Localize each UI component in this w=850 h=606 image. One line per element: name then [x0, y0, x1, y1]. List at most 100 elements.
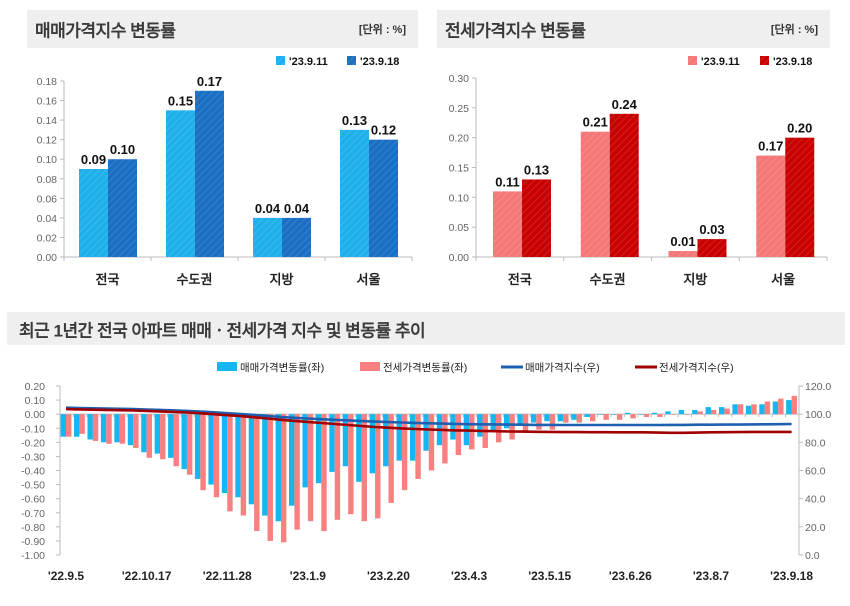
legend-swatch — [347, 56, 356, 65]
x-tick-label: '23.4.3 — [451, 569, 488, 583]
data-label: 0.24 — [612, 97, 638, 112]
category-label: 지방 — [270, 272, 294, 287]
data-label: 0.20 — [787, 121, 812, 136]
data-label: 0.17 — [758, 139, 783, 154]
jeonse-change-bar — [643, 414, 650, 417]
jeonse-change-bar — [106, 414, 112, 444]
bar-this-week — [609, 113, 639, 257]
legend-swatch — [217, 362, 237, 371]
bar-prev-week — [253, 217, 282, 257]
sale-change-bar — [74, 414, 80, 437]
x-tick-label: '22.9.5 — [48, 569, 85, 583]
bar-prev-week — [668, 251, 698, 257]
y-tick-label: 0.14 — [37, 115, 58, 127]
sale-change-bar — [544, 414, 550, 422]
jeonse-change-bar — [670, 414, 677, 415]
y-tick-label: 0.00 — [449, 252, 470, 264]
jeonse-change-bar — [536, 414, 542, 430]
legend-label: 매매가격지수(우) — [525, 361, 600, 374]
y-tick-label: 0.18 — [37, 76, 58, 88]
left-y-tick-label: 0.00 — [25, 409, 46, 421]
left-y-tick-label: -0.70 — [21, 508, 45, 520]
jeonse-change-bar — [66, 414, 72, 437]
jeonse-chart-title: 전세가격지수 변동률 — [445, 21, 586, 41]
sale-change-bar — [342, 414, 349, 467]
sale-change-bar — [651, 412, 658, 415]
bar-this-week — [108, 159, 137, 257]
category-label: 지방 — [683, 272, 707, 287]
legend-label: '23.9.11 — [289, 56, 328, 68]
x-tick-label: '22.10.17 — [122, 569, 172, 583]
bar-this-week — [785, 137, 815, 257]
sale-change-bar — [745, 405, 752, 415]
legend-swatch — [688, 56, 697, 65]
jeonse-chart-unit: [단위 : %] — [770, 24, 818, 36]
category-label: 전국 — [508, 272, 532, 287]
sale-change-bar — [194, 414, 201, 479]
y-tick-label: 0.02 — [37, 232, 58, 244]
jeonse-change-bar — [737, 404, 744, 415]
legend-swatch — [276, 56, 285, 65]
sale-change-bar — [262, 414, 268, 516]
right-y-tick-label: 60.0 — [805, 466, 826, 478]
data-label: 0.09 — [81, 152, 106, 167]
right-y-tick-label: 100.0 — [805, 409, 831, 421]
category-label: 수도권 — [177, 272, 213, 287]
sale-change-bar — [718, 407, 725, 415]
legend-label: 매매가격변동률(좌) — [240, 361, 324, 374]
category-label: 서울 — [771, 272, 795, 287]
legend-label: 전세가격변동률(좌) — [383, 361, 467, 374]
left-y-tick-label: -0.90 — [21, 536, 45, 548]
jeonse-change-bar — [724, 408, 730, 415]
sale-change-bar — [60, 414, 66, 437]
sale-change-bar — [221, 414, 228, 494]
data-label: 0.01 — [670, 234, 695, 249]
jeonse-change-bar — [254, 414, 260, 532]
sale-change-bar — [772, 401, 779, 415]
jeonse-change-bar — [227, 414, 233, 512]
y-tick-label: 0.04 — [37, 213, 58, 225]
jeonse-change-bar — [213, 414, 220, 498]
x-tick-label: '23.2.20 — [367, 569, 410, 583]
sale-chart-title: 매매가격지수 변동률 — [35, 21, 176, 41]
sale-change-bar — [517, 414, 523, 426]
jeonse-change-bar — [751, 404, 757, 415]
jeonse-index-line — [65, 407, 792, 435]
sale-change-bar — [168, 414, 174, 458]
jeonse-change-bar — [509, 414, 515, 440]
left-y-tick-label: -0.50 — [21, 480, 45, 492]
sale-change-bar — [208, 414, 214, 485]
trend-chart-title: 최근 1년간 전국 아파트 매매ㆍ전세가격 지수 및 변동률 추이 — [19, 321, 426, 340]
bar-this-week — [195, 90, 224, 258]
jeonse-change-bar — [146, 414, 153, 458]
jeonse-change-bar — [428, 414, 435, 471]
jeonse-change-bar — [321, 414, 327, 532]
legend-label: '23.9.18 — [360, 56, 399, 68]
data-label: 0.04 — [255, 201, 281, 216]
x-tick-label: '23.5.15 — [528, 569, 571, 583]
sale-change-bar — [571, 414, 577, 420]
jeonse-change-bar — [267, 414, 273, 541]
left-y-tick-label: -0.30 — [21, 451, 45, 463]
jeonse-change-bar — [92, 414, 99, 441]
left-y-tick-label: -0.60 — [21, 494, 45, 506]
jeonse-change-bar — [603, 414, 609, 420]
y-tick-label: 0.25 — [449, 103, 470, 115]
legend-label: '23.9.18 — [773, 56, 812, 68]
jeonse-change-bar — [710, 409, 717, 415]
legend-swatch — [360, 362, 380, 371]
trend-chart-header: 최근 1년간 전국 아파트 매매ㆍ전세가격 지수 및 변동률 추이 — [7, 312, 845, 345]
sale-change-bar — [705, 407, 711, 415]
category-label: 전국 — [96, 272, 120, 287]
sale-change-bar — [504, 414, 510, 429]
left-y-tick-label: 0.10 — [25, 395, 46, 407]
bar-prev-week — [580, 131, 610, 257]
bar-this-week — [369, 139, 398, 257]
y-tick-label: 0.12 — [37, 135, 58, 147]
jeonse-change-bar — [173, 414, 179, 467]
jeonse-change-bar — [576, 414, 582, 423]
sale-change-bar-chart: 0.00 0.02 0.04 0.06 0.08 0.10 0.12 0.14 0.16 0.18… — [37, 56, 413, 287]
jeonse-change-bar — [630, 414, 636, 419]
sale-change-bar — [786, 400, 792, 415]
sale-change-bar — [678, 409, 685, 415]
